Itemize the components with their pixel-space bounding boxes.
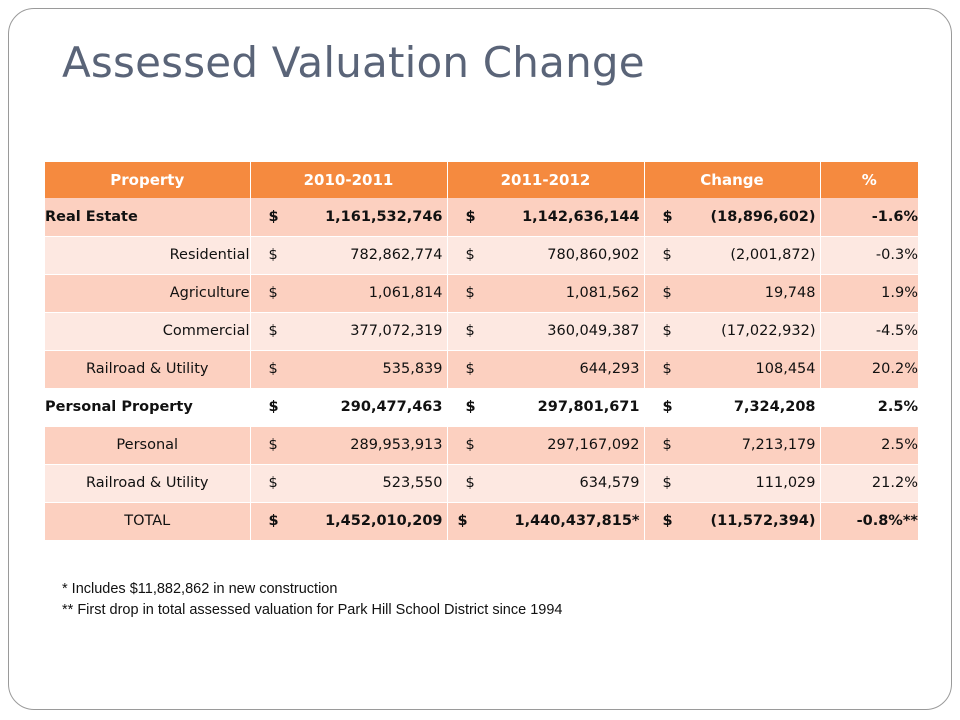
currency-symbol: $ — [268, 513, 279, 529]
row-label: TOTAL — [45, 502, 251, 541]
value-change: 7,324,208 — [733, 399, 816, 415]
header-2010-2011: 2010-2011 — [250, 162, 448, 198]
currency-symbol: $ — [662, 513, 673, 529]
slide-title: Assessed Valuation Change — [62, 38, 645, 87]
table-row-residential: Residential $782,862,774 $780,860,902 $ (… — [45, 236, 918, 275]
row-label: Personal — [45, 426, 251, 465]
table-row-real-estate: Real Estate $1,161,532,746 $1,142,636,14… — [45, 198, 918, 237]
value-2011-2012: 297,801,671 — [537, 399, 640, 415]
currency-symbol: $ — [465, 437, 475, 453]
table-header-row: Property 2010-2011 2011-2012 Change % — [45, 162, 918, 198]
row-label: Real Estate — [45, 198, 251, 237]
header-property: Property — [45, 162, 251, 198]
table-row-railroad-utility-real: Railroad & Utility $535,839 $644,293 $10… — [45, 350, 918, 389]
value-2011-2012: 1,440,437,815* — [514, 513, 640, 529]
value-change: 7,213,179 — [741, 437, 816, 453]
currency-symbol: $ — [268, 247, 278, 263]
currency-symbol: $ — [268, 208, 279, 225]
footnotes: * Includes $11,882,862 in new constructi… — [62, 579, 562, 621]
currency-symbol: $ — [457, 513, 468, 529]
value-2010-2011: 535,839 — [382, 361, 443, 377]
value-2010-2011: 523,550 — [382, 475, 443, 491]
value-change: (18,896,602) — [710, 208, 816, 225]
row-label: Railroad & Utility — [45, 350, 251, 389]
value-2010-2011: 289,953,913 — [350, 437, 443, 453]
currency-symbol: $ — [465, 361, 475, 377]
currency-symbol: $ — [662, 475, 672, 491]
value-change: (2,001,872) — [730, 247, 816, 263]
currency-symbol: $ — [268, 285, 278, 301]
currency-symbol: $ — [465, 323, 475, 339]
value-2010-2011: 377,072,319 — [350, 323, 443, 339]
currency-symbol: $ — [662, 399, 673, 415]
value-2011-2012: 644,293 — [579, 361, 640, 377]
table-row-railroad-utility-personal: Railroad & Utility $523,550 $634,579 $11… — [45, 464, 918, 503]
table-row-commercial: Commercial $377,072,319 $360,049,387 $ (1… — [45, 312, 918, 351]
currency-symbol: $ — [465, 399, 476, 415]
currency-symbol: $ — [465, 475, 475, 491]
currency-symbol: $ — [465, 247, 475, 263]
value-percent: 2.5% — [820, 426, 918, 465]
row-label: Railroad & Utility — [45, 464, 251, 503]
value-percent: -4.5% — [820, 312, 918, 351]
header-2011-2012: 2011-2012 — [447, 162, 645, 198]
footnote-new-construction: * Includes $11,882,862 in new constructi… — [62, 581, 338, 597]
currency-symbol: $ — [465, 285, 475, 301]
value-percent: -0.3% — [820, 236, 918, 275]
value-percent: -0.8%** — [820, 502, 918, 541]
currency-symbol: $ — [268, 399, 279, 415]
value-2011-2012: 780,860,902 — [547, 247, 640, 263]
value-2011-2012: 360,049,387 — [547, 323, 640, 339]
value-change: 111,029 — [755, 475, 816, 491]
currency-symbol: $ — [662, 323, 672, 339]
row-label: Agriculture — [45, 274, 251, 313]
currency-symbol: $ — [662, 208, 673, 225]
value-2011-2012: 1,142,636,144 — [522, 208, 640, 225]
value-2010-2011: 290,477,463 — [340, 399, 443, 415]
currency-symbol: $ — [268, 437, 278, 453]
row-label: Personal Property — [45, 388, 251, 427]
valuation-table: Property 2010-2011 2011-2012 Change % Re… — [45, 162, 918, 541]
value-2010-2011: 1,161,532,746 — [325, 208, 443, 225]
value-change: (17,022,932) — [721, 323, 816, 339]
header-percent: % — [820, 162, 918, 198]
table-row-personal: Personal $289,953,913 $297,167,092 $7,21… — [45, 426, 918, 465]
row-label: Residential — [45, 236, 251, 275]
value-2010-2011: 782,862,774 — [350, 247, 443, 263]
value-2011-2012: 1,081,562 — [565, 285, 640, 301]
currency-symbol: $ — [268, 323, 278, 339]
currency-symbol: $ — [268, 361, 278, 377]
value-2010-2011: 1,061,814 — [368, 285, 443, 301]
value-2010-2011: 1,452,010,209 — [325, 513, 443, 529]
currency-symbol: $ — [662, 437, 672, 453]
value-percent: 20.2% — [820, 350, 918, 389]
currency-symbol: $ — [662, 285, 672, 301]
value-change: 108,454 — [755, 361, 816, 377]
value-percent: 21.2% — [820, 464, 918, 503]
currency-symbol: $ — [662, 361, 672, 377]
table-row-agriculture: Agriculture $1,061,814 $1,081,562 $19,74… — [45, 274, 918, 313]
currency-symbol: $ — [268, 475, 278, 491]
table-row-total: TOTAL $1,452,010,209 $1,440,437,815* $ (1… — [45, 502, 918, 541]
value-percent: -1.6% — [820, 198, 918, 237]
value-change: (11,572,394) — [710, 513, 816, 529]
table-row-personal-property: Personal Property $290,477,463 $297,801,… — [45, 388, 918, 427]
value-2011-2012: 634,579 — [579, 475, 640, 491]
value-percent: 2.5% — [820, 388, 918, 427]
currency-symbol: $ — [465, 208, 476, 225]
currency-symbol: $ — [662, 247, 672, 263]
value-percent: 1.9% — [820, 274, 918, 313]
footnote-first-drop: ** First drop in total assessed valuatio… — [62, 602, 563, 618]
row-label: Commercial — [45, 312, 251, 351]
value-2011-2012: 297,167,092 — [547, 437, 640, 453]
header-change: Change — [644, 162, 821, 198]
value-change: 19,748 — [764, 285, 816, 301]
